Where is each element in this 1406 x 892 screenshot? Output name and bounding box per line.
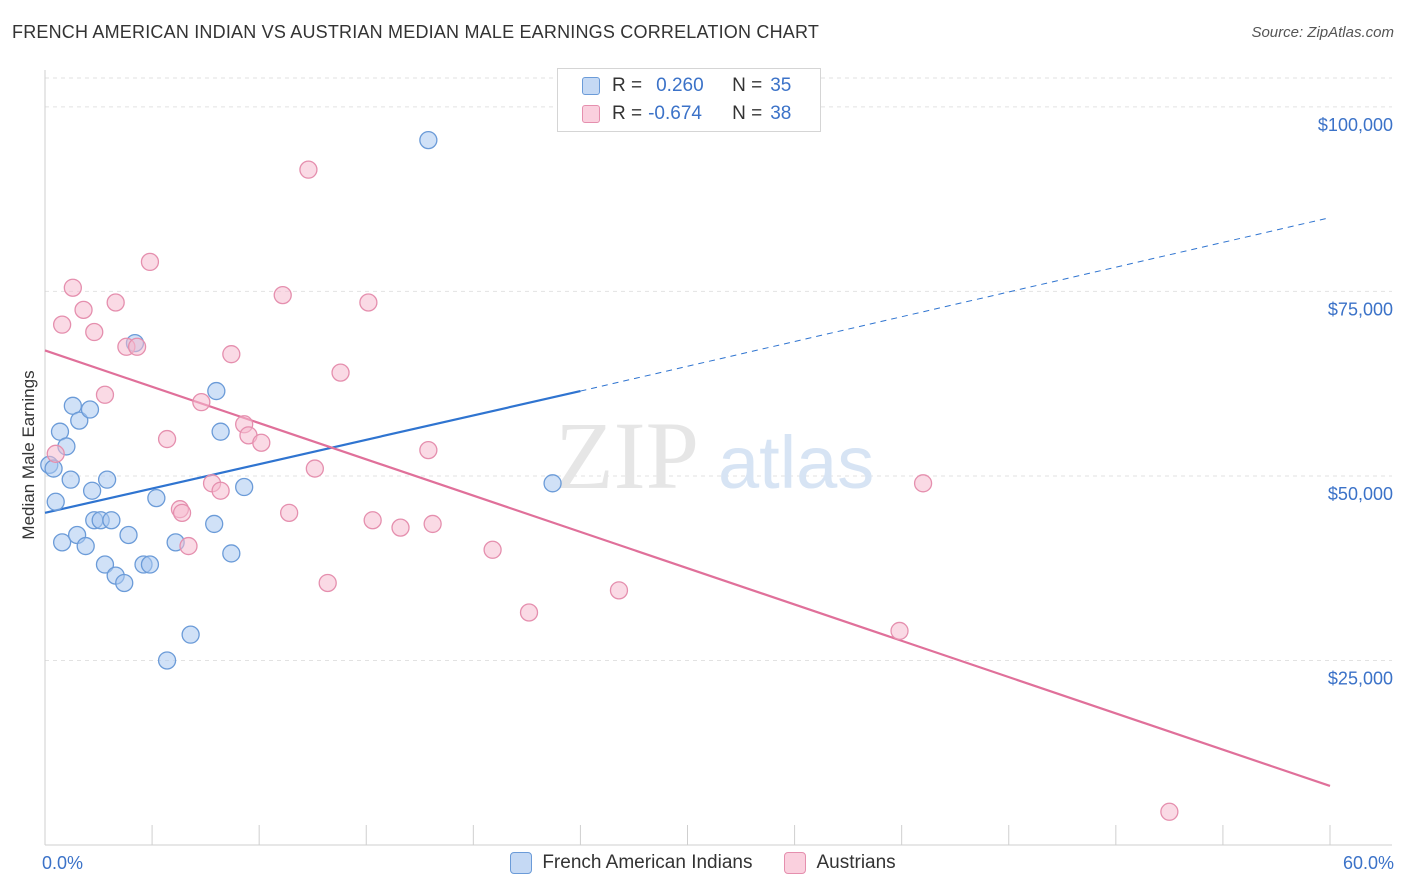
point-french-american-indians[interactable] [157,651,177,670]
point-austrians[interactable] [423,514,442,534]
point-austrians[interactable] [95,385,115,404]
legend-r-value: 0.260 [656,75,704,96]
point-french-american-indians[interactable] [82,481,102,500]
legend-label: French American Indians [542,852,753,873]
point-french-american-indians[interactable] [115,573,134,593]
point-austrians[interactable] [127,337,147,356]
point-austrians[interactable] [419,440,438,460]
legend-n-value: 38 [770,103,792,124]
trend-line-extension-french-american-indians [580,217,1331,392]
point-austrians[interactable] [140,252,160,272]
trend-lines [44,217,1331,787]
point-austrians[interactable] [157,429,177,449]
point-austrians[interactable] [391,518,410,537]
point-french-american-indians[interactable] [207,381,226,401]
point-austrians[interactable] [519,603,539,622]
point-french-american-indians[interactable] [211,422,230,441]
point-french-american-indians[interactable] [102,511,121,530]
x-tick-label-max: 60.0% [1342,853,1394,873]
point-austrians[interactable] [52,315,72,334]
point-austrians[interactable] [63,278,82,297]
point-austrians[interactable] [299,160,318,179]
y-tick-label: $25,000 [1328,668,1393,688]
legend-label: Austrians [816,852,896,873]
point-austrians[interactable] [331,363,350,382]
legend-r-label: R = [612,103,643,124]
point-french-american-indians[interactable] [543,474,562,493]
point-austrians[interactable] [363,511,382,530]
point-french-american-indians[interactable] [419,130,438,150]
watermark-atlas: atlas [718,421,874,504]
trend-line-french-american-indians [44,389,581,514]
grid-lines [45,77,1392,661]
point-french-american-indians[interactable] [222,544,241,563]
legend-n-value: 35 [770,75,792,96]
point-austrians[interactable] [1160,802,1179,821]
point-austrians[interactable] [609,581,629,600]
point-austrians[interactable] [318,573,337,593]
point-austrians[interactable] [913,474,933,493]
legend-item-french-american-indians[interactable]: French American Indians [510,852,752,874]
point-french-american-indians[interactable] [181,625,200,644]
legend-n-label: N = [732,103,763,124]
point-french-american-indians[interactable] [52,533,72,552]
legend-r-value: -0.674 [648,103,702,124]
point-french-american-indians[interactable] [119,525,138,545]
legend-swatch-pink [582,105,600,123]
point-french-american-indians[interactable] [61,470,80,489]
watermark: ZIP atlas [555,402,874,509]
point-french-american-indians[interactable] [80,400,100,419]
series-legend: French American Indians Austrians [0,852,1406,874]
point-austrians[interactable] [172,503,192,523]
point-austrians[interactable] [252,433,271,452]
point-austrians[interactable] [85,322,104,342]
y-tick-label: $100,000 [1318,115,1393,135]
legend-item-austrians[interactable]: Austrians [784,852,896,874]
legend-r-label: R = [612,75,643,96]
point-austrians[interactable] [222,345,241,364]
point-french-american-indians[interactable] [46,492,65,511]
legend-row-french-american-indians: R = 0.260 N = 35 [558,74,791,98]
legend-row-austrians: R = -0.674 N = 38 [558,102,791,126]
x-tick-label-min: 0.0% [42,853,84,873]
y-tick-label: $75,000 [1328,299,1393,319]
point-french-american-indians[interactable] [70,411,89,430]
point-french-american-indians[interactable] [140,555,160,574]
trend-line-austrians [44,349,1331,787]
legend-swatch-blue [582,77,600,95]
point-french-american-indians[interactable] [97,470,117,489]
legend-swatch-pink [784,852,807,874]
point-austrians[interactable] [890,621,909,641]
point-austrians[interactable] [273,285,292,305]
point-austrians[interactable] [211,481,230,500]
legend-swatch-blue [510,852,533,874]
source-label[interactable]: Source: ZipAtlas.com [1251,24,1394,41]
point-austrians[interactable] [359,293,378,312]
legend-n-label: N = [732,75,763,96]
point-austrians[interactable] [179,536,198,556]
chart-title: FRENCH AMERICAN INDIAN VS AUSTRIAN MEDIA… [12,22,820,42]
point-austrians[interactable] [74,300,93,320]
data-points [40,130,1179,821]
watermark-zip: ZIP [555,402,699,509]
point-french-american-indians[interactable] [76,536,95,556]
point-austrians[interactable] [106,293,125,312]
point-austrians[interactable] [192,392,211,412]
point-french-american-indians[interactable] [147,488,166,508]
point-austrians[interactable] [46,444,65,463]
point-french-american-indians[interactable] [235,477,254,497]
point-austrians[interactable] [305,459,325,478]
point-austrians[interactable] [279,503,299,523]
stats-legend: R = 0.260 N = 35 R = -0.674 N = 38 [557,68,821,132]
point-french-american-indians[interactable] [205,514,224,534]
point-austrians[interactable] [483,540,502,559]
y-tick-label: $50,000 [1328,484,1393,504]
y-tick-labels: $25,000 $50,000 $75,000 $100,000 [1318,115,1393,689]
point-french-american-indians[interactable] [95,555,115,574]
